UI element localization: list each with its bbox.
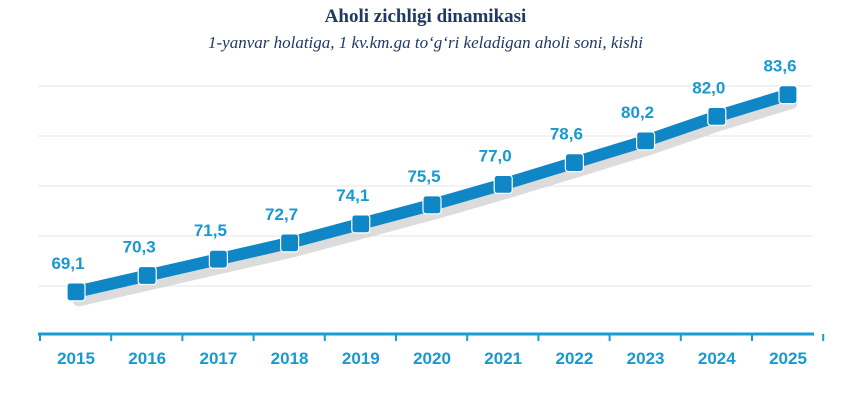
x-tick-label: 2024 bbox=[698, 349, 736, 368]
data-label: 69,1 bbox=[51, 254, 84, 273]
x-tick-label: 2021 bbox=[484, 349, 522, 368]
data-markers bbox=[66, 85, 798, 302]
x-tick-label: 2023 bbox=[627, 349, 665, 368]
chart-title: Aholi zichligi dinamikasi bbox=[324, 6, 527, 27]
data-point bbox=[493, 174, 513, 194]
x-tick-label: 2016 bbox=[128, 349, 166, 368]
data-point bbox=[137, 265, 157, 286]
x-axis bbox=[38, 332, 825, 341]
data-point bbox=[707, 106, 727, 127]
data-point bbox=[778, 85, 798, 105]
x-tick-label: 2022 bbox=[555, 349, 593, 368]
x-tick-labels: 2015 2016 2017 2018 2019 2020 2021 2022 2023 2024… bbox=[57, 349, 807, 368]
data-label: 77,0 bbox=[479, 146, 512, 165]
data-label: 70,3 bbox=[123, 238, 156, 257]
data-point bbox=[351, 214, 371, 234]
x-tick-label: 2015 bbox=[57, 349, 95, 368]
data-point bbox=[635, 131, 656, 151]
x-tick-label: 2018 bbox=[271, 349, 309, 368]
data-label: 83,6 bbox=[763, 57, 796, 76]
x-tick-label: 2020 bbox=[413, 349, 451, 368]
data-label: 72,7 bbox=[265, 205, 298, 224]
data-point bbox=[422, 195, 442, 215]
data-point bbox=[564, 153, 585, 173]
data-labels: 69,1 70,3 71,5 72,7 74,1 75,5 77,0 78,6 80,2 82,0… bbox=[51, 57, 796, 273]
data-point bbox=[208, 249, 228, 269]
data-point bbox=[280, 233, 300, 253]
data-label: 75,5 bbox=[407, 167, 440, 186]
data-label: 71,5 bbox=[194, 221, 227, 240]
series-line bbox=[70, 88, 794, 298]
x-tick-label: 2017 bbox=[199, 349, 237, 368]
x-tick-label: 2019 bbox=[342, 349, 380, 368]
data-label: 82,0 bbox=[692, 78, 725, 97]
data-series bbox=[70, 88, 794, 298]
data-point bbox=[66, 282, 86, 302]
data-label: 78,6 bbox=[550, 125, 583, 144]
data-label: 80,2 bbox=[621, 103, 654, 122]
chart-subtitle: 1-yanvar holatiga, 1 kv.km.ga to‘g‘ri ke… bbox=[207, 33, 643, 52]
data-label: 74,1 bbox=[336, 186, 369, 205]
x-tick-label: 2025 bbox=[769, 349, 807, 368]
